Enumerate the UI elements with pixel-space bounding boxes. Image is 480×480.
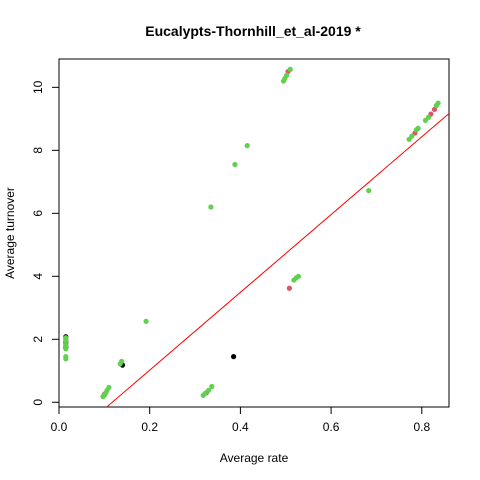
data-point-green	[63, 346, 69, 352]
data-point-green	[106, 384, 112, 391]
data-point-green	[409, 133, 415, 139]
y-axis-label: Average turnover	[3, 187, 17, 279]
data-point-green	[435, 100, 441, 106]
data-point-green	[208, 204, 214, 210]
data-point-green	[206, 387, 212, 393]
x-axis: 0.0 0.2 0.4 0.6 0.8	[51, 406, 430, 434]
data-point-green	[209, 383, 215, 390]
data-point-green	[415, 125, 421, 131]
data-point-green	[143, 318, 149, 324]
data-point-green	[284, 72, 290, 78]
data-point-green	[422, 117, 429, 124]
y-axis: 0 2 4 6 8 10	[31, 80, 60, 406]
data-point-green	[295, 273, 302, 279]
plot-frame	[58, 58, 450, 408]
data-point-green	[287, 66, 293, 72]
y-tick-label: 6	[31, 210, 45, 217]
x-tick-label: 0.6	[323, 420, 340, 434]
fit-line-layer	[106, 113, 450, 408]
x-tick-label: 0.4	[232, 420, 249, 434]
data-point-green	[63, 356, 69, 362]
data-point-green	[232, 161, 238, 168]
y-tick-label: 0	[31, 399, 45, 406]
x-tick-label: 0.2	[141, 420, 158, 434]
x-tick-label: 0.8	[413, 420, 430, 434]
data-point-red	[286, 285, 292, 291]
y-tick-label: 2	[31, 336, 45, 343]
data-point-green	[366, 188, 372, 194]
y-tick-label: 8	[31, 147, 45, 154]
data-point-green	[118, 358, 125, 364]
data-point-black	[230, 354, 237, 360]
data-point-green	[425, 114, 432, 120]
data-point-green	[63, 338, 69, 344]
fit-line	[106, 113, 450, 408]
x-tick-label: 0.0	[51, 420, 68, 434]
points-layer	[63, 66, 441, 400]
chart-title: Eucalypts-Thornhill_et_al-2019 *	[145, 23, 361, 39]
data-point-green	[244, 143, 250, 149]
y-tick-label: 4	[31, 273, 45, 280]
y-tick-label: 10	[31, 80, 45, 94]
x-axis-label: Average rate	[220, 451, 289, 465]
data-point-green	[202, 390, 208, 397]
